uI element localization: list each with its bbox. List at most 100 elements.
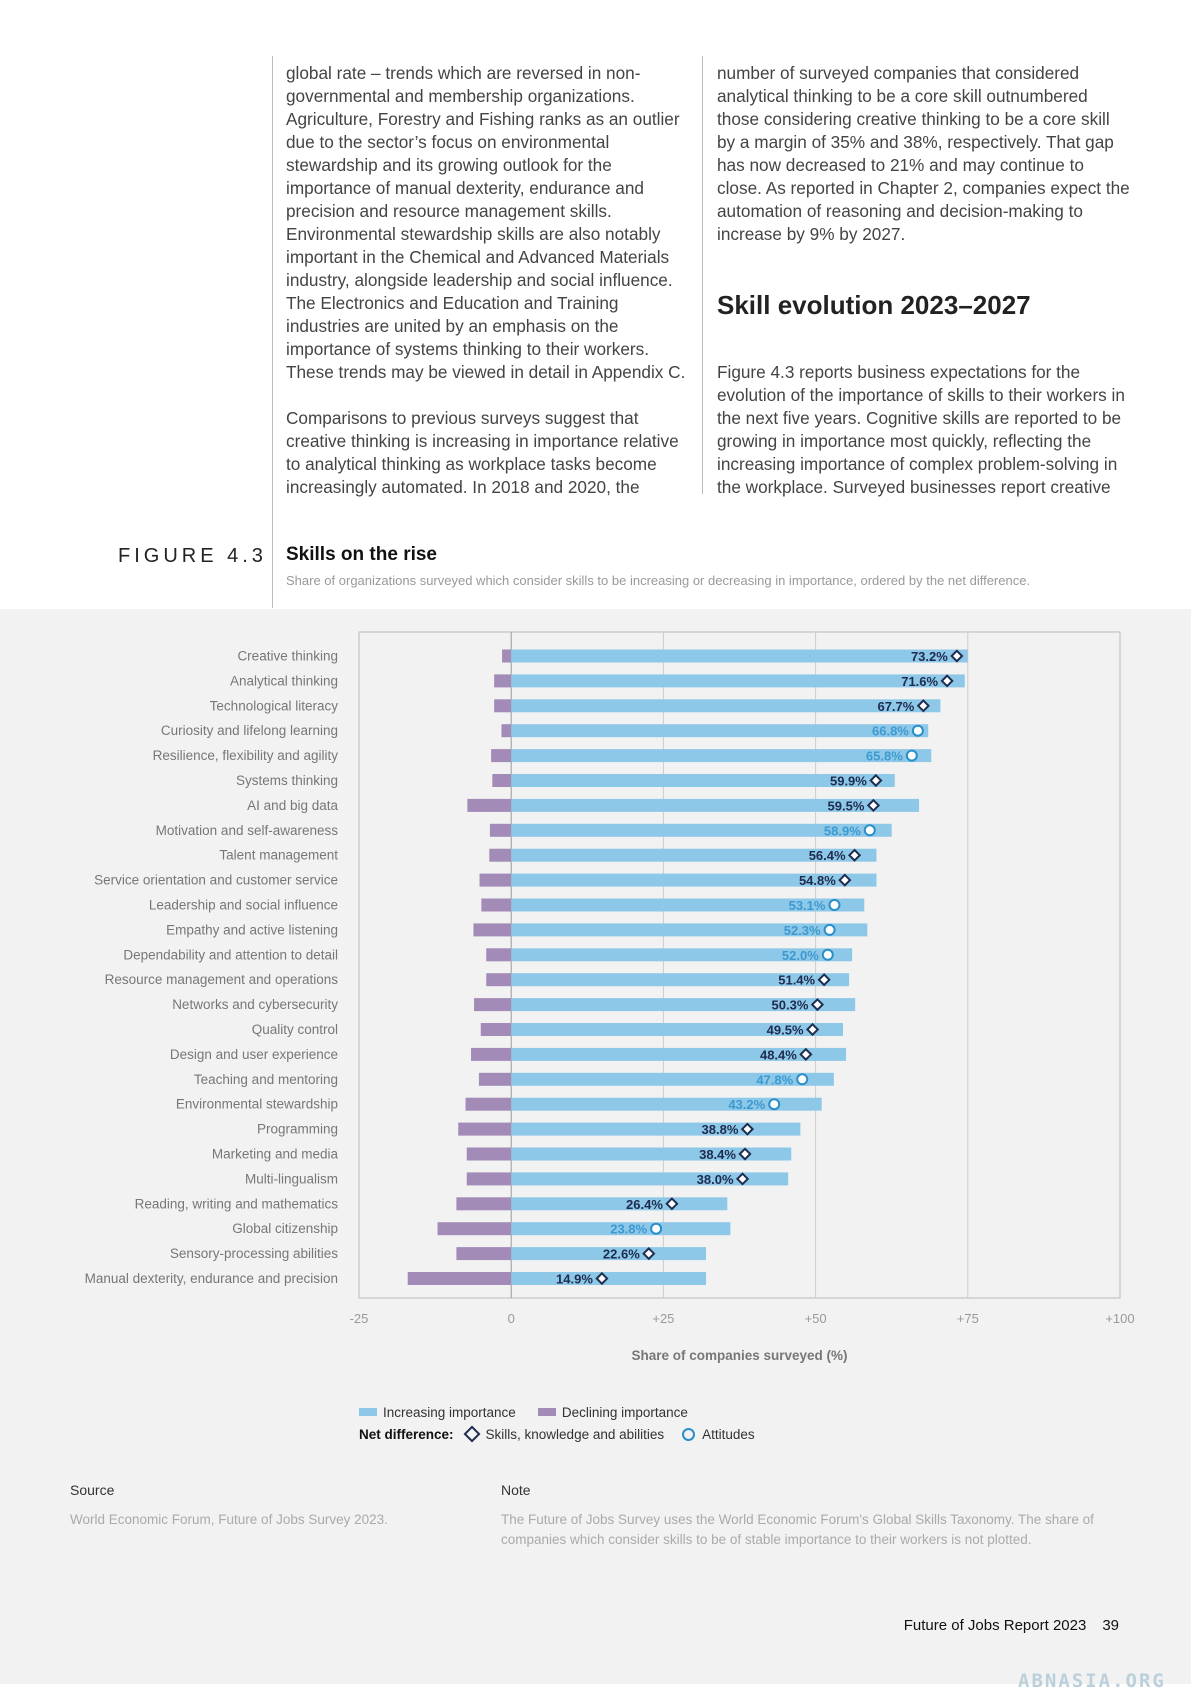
category-label: Reading, writing and mathematics xyxy=(135,1196,339,1211)
declining-bar xyxy=(491,749,512,763)
net-value-label: 51.4% xyxy=(778,973,815,988)
increasing-bar xyxy=(511,1122,801,1136)
category-label: Creative thinking xyxy=(237,649,338,664)
increasing-bar xyxy=(511,1272,707,1285)
category-label: Resource management and operations xyxy=(105,972,339,987)
x-axis-label: Share of companies surveyed (%) xyxy=(631,1348,847,1363)
plot-frame xyxy=(358,631,1121,1299)
declining-bar xyxy=(467,798,512,812)
net-diamond-marker xyxy=(665,1197,679,1211)
declining-bar xyxy=(486,973,512,987)
category-label: Marketing and media xyxy=(212,1147,339,1162)
net-value-label: 73.2% xyxy=(911,649,948,664)
category-label: Programming xyxy=(257,1122,338,1137)
legend-increasing: Increasing importance xyxy=(383,1404,516,1420)
category-label: Design and user experience xyxy=(170,1047,338,1062)
declining-bar xyxy=(486,948,512,962)
net-value-label: 38.8% xyxy=(702,1122,739,1137)
declining-bar xyxy=(501,724,512,738)
increasing-bar xyxy=(511,973,850,987)
net-diamond-marker xyxy=(735,1172,750,1186)
category-label: Multi-lingualism xyxy=(245,1171,338,1186)
increasing-bar xyxy=(511,1222,731,1236)
figure-subtitle: Share of organizations surveyed which co… xyxy=(286,573,1031,588)
legend-net-label: Net difference: xyxy=(359,1426,454,1442)
body-column-right-2: Figure 4.3 reports business expectations… xyxy=(717,361,1132,499)
net-circle-marker xyxy=(863,824,876,837)
body-paragraph: number of surveyed companies that consid… xyxy=(717,63,1130,244)
net-diamond-marker xyxy=(805,1022,820,1037)
net-diamond-marker xyxy=(838,873,852,887)
x-tick-label: 0 xyxy=(508,1311,515,1326)
increasing-bar xyxy=(511,674,965,688)
net-diamond-marker xyxy=(738,1147,752,1161)
legend-declining: Declining importance xyxy=(561,1404,688,1420)
section-heading: Skill evolution 2023–2027 xyxy=(717,290,1031,320)
increasing-bar xyxy=(511,649,968,663)
declining-swatch xyxy=(537,1408,556,1416)
declining-bar xyxy=(466,1172,512,1186)
increasing-bar xyxy=(511,1072,834,1086)
declining-bar xyxy=(465,1097,512,1111)
net-diamond-marker xyxy=(740,1122,755,1136)
note-text: The Future of Jobs Survey uses the World… xyxy=(501,1512,1094,1547)
figure-title: Skills on the rise xyxy=(286,544,437,565)
net-value-label: 38.0% xyxy=(697,1172,734,1187)
net-circle-marker xyxy=(823,923,836,936)
net-circle-marker xyxy=(768,1098,781,1111)
net-diamond-marker xyxy=(847,848,862,862)
increasing-bar xyxy=(511,873,877,887)
category-label: Sensory-processing abilities xyxy=(170,1246,338,1261)
net-diamond-marker xyxy=(869,773,883,788)
net-value-label: 23.8% xyxy=(610,1222,647,1237)
net-value-label: 22.6% xyxy=(603,1247,640,1262)
category-label: Resilience, flexibility and agility xyxy=(153,748,339,763)
net-value-label: 49.5% xyxy=(767,1023,804,1038)
increasing-bar xyxy=(511,1147,792,1161)
net-value-label: 50.3% xyxy=(772,998,809,1013)
category-label: Service orientation and customer service xyxy=(94,873,338,888)
legend-attitudes: Attitudes xyxy=(702,1426,755,1442)
watermark-logo: ABNASIA.ORG xyxy=(1018,1670,1166,1692)
increasing-bar xyxy=(511,1023,843,1036)
net-value-label: 52.3% xyxy=(784,923,821,938)
category-label: Manual dexterity, endurance and precisio… xyxy=(85,1271,338,1286)
net-diamond-marker xyxy=(817,973,831,987)
increasing-bar xyxy=(511,774,895,787)
page-number: 39 xyxy=(1102,1617,1119,1634)
x-tick-label: -25 xyxy=(350,1311,369,1326)
category-label: Leadership and social influence xyxy=(149,898,338,913)
circle-icon xyxy=(682,1427,696,1441)
net-value-label: 38.4% xyxy=(699,1147,736,1162)
increasing-bar xyxy=(511,823,892,837)
category-label: Empathy and active listening xyxy=(166,922,338,937)
declining-bar xyxy=(492,774,512,787)
declining-bar xyxy=(489,823,512,837)
declining-bar xyxy=(473,923,512,937)
x-tick-label: +75 xyxy=(957,1311,979,1326)
net-value-label: 59.5% xyxy=(828,798,865,813)
net-value-label: 59.9% xyxy=(830,774,867,789)
report-title: Future of Jobs Report 2023 xyxy=(903,1617,1087,1634)
increasing-bar xyxy=(511,724,929,738)
increasing-bar xyxy=(511,998,856,1012)
increasing-bar xyxy=(511,1097,822,1111)
net-value-label: 66.8% xyxy=(872,724,909,739)
category-label: Technological literacy xyxy=(210,698,339,713)
net-value-label: 67.7% xyxy=(877,699,914,714)
chart-legend: Increasing importance Declining importan… xyxy=(359,1401,755,1445)
note-block: Note The Future of Jobs Survey uses the … xyxy=(501,1482,1101,1550)
note-heading: Note xyxy=(501,1482,531,1498)
category-label: Teaching and mentoring xyxy=(194,1072,338,1087)
net-value-label: 53.1% xyxy=(789,898,826,913)
net-value-label: 54.8% xyxy=(799,873,836,888)
increasing-bar xyxy=(511,923,868,937)
left-column-rule xyxy=(272,56,273,608)
declining-bar xyxy=(479,873,512,887)
category-label: Quality control xyxy=(252,1022,338,1037)
category-label: Curiosity and lifelong learning xyxy=(161,723,338,738)
figure-label: FIGURE 4.3 xyxy=(118,545,267,567)
category-label: Environmental stewardship xyxy=(176,1097,338,1112)
declining-bar xyxy=(489,848,512,862)
net-value-label: 56.4% xyxy=(809,848,846,863)
